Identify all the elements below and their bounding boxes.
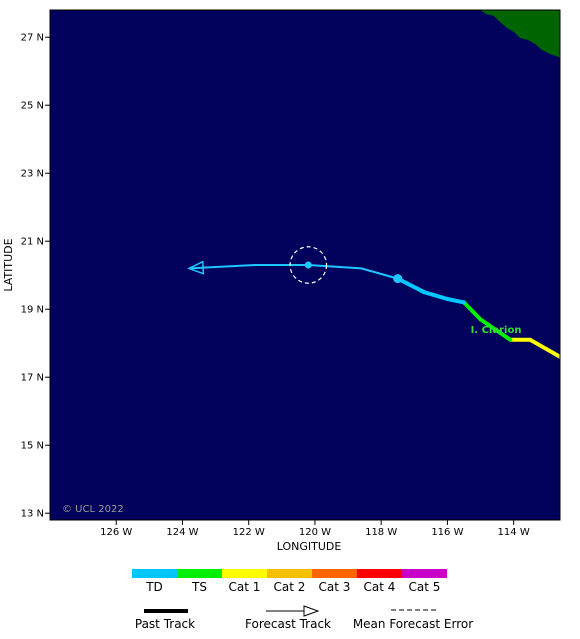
past-track-segment (395, 276, 427, 295)
x-tick-label: 122 W (233, 527, 265, 538)
legend-past-track: Past Track (135, 609, 195, 631)
legend-mean-error: Mean Forecast Error (353, 609, 473, 631)
legend-swatch-td (132, 569, 177, 578)
past-track-segment (445, 297, 466, 305)
y-tick-label: 27 N (21, 33, 44, 44)
legend-label-cat-2: Cat 2 (274, 580, 306, 594)
past-track-label: Past Track (135, 617, 195, 631)
legend-swatch-cat-2 (267, 569, 312, 578)
legend-label-cat-1: Cat 1 (229, 580, 261, 594)
x-axis-title: LONGITUDE (277, 540, 342, 553)
y-tick-label: 25 N (21, 101, 44, 112)
y-tick-label: 13 N (21, 509, 44, 520)
legend-forecast-track: Forecast Track (245, 605, 331, 631)
past-track-segment (422, 290, 450, 301)
legend-label-cat-5: Cat 5 (409, 580, 441, 594)
forecast-track-label: Forecast Track (245, 617, 331, 631)
copyright-label: © UCL 2022 (62, 504, 124, 515)
x-axis-ticks: 126 W 124 W 122 W 120 W 118 W 116 W 114 W (100, 520, 530, 538)
y-axis-ticks: 27 N 25 N 23 N 21 N 19 N 17 N 15 N 13 N (21, 33, 50, 520)
y-axis-title: LATITUDE (2, 238, 15, 291)
mean-error-label: Mean Forecast Error (353, 617, 473, 631)
forecast-point-marker (304, 261, 312, 269)
legend-swatch-cat-1 (222, 569, 267, 578)
past-track-segment (498, 331, 513, 342)
x-tick-label: 118 W (365, 527, 397, 538)
legend-label-ts: TS (191, 580, 207, 594)
forecast-arrow-icon (303, 605, 320, 617)
legend-label-td: TD (145, 580, 163, 594)
place-labels: I. Clarion (471, 325, 522, 336)
mexico-coastline-land (480, 10, 560, 58)
past-track (395, 276, 560, 359)
y-tick-label: 21 N (21, 237, 44, 248)
forecast-error-circle (289, 246, 328, 284)
legend-swatch-cat-5 (402, 569, 447, 578)
legend-label-cat-4: Cat 4 (364, 580, 396, 594)
past-track-segment (528, 337, 560, 359)
past-track-segment (461, 300, 483, 322)
past-track-segment (478, 317, 503, 335)
place-label: I. Clarion (471, 325, 522, 336)
track-markers (289, 246, 403, 284)
plot-frame (49, 9, 561, 521)
legend-swatch-cat-4 (357, 569, 402, 578)
category-legend: TD TS Cat 1 Cat 2 Cat 3 Cat 4 Cat 5 (132, 569, 447, 594)
forecast-arrowhead (187, 260, 205, 275)
y-tick-label: 15 N (21, 441, 44, 452)
current-position-marker (393, 274, 403, 284)
y-tick-label: 17 N (21, 373, 44, 384)
x-tick-label: 114 W (498, 527, 530, 538)
legend-swatch-cat-3 (312, 569, 357, 578)
x-tick-label: 116 W (431, 527, 463, 538)
legend-label-cat-3: Cat 3 (319, 580, 351, 594)
y-tick-label: 19 N (21, 305, 44, 316)
x-tick-label: 126 W (100, 527, 132, 538)
x-tick-label: 124 W (166, 527, 198, 538)
y-tick-label: 23 N (21, 169, 44, 180)
legend-swatch-ts (177, 569, 222, 578)
x-tick-label: 120 W (299, 527, 331, 538)
